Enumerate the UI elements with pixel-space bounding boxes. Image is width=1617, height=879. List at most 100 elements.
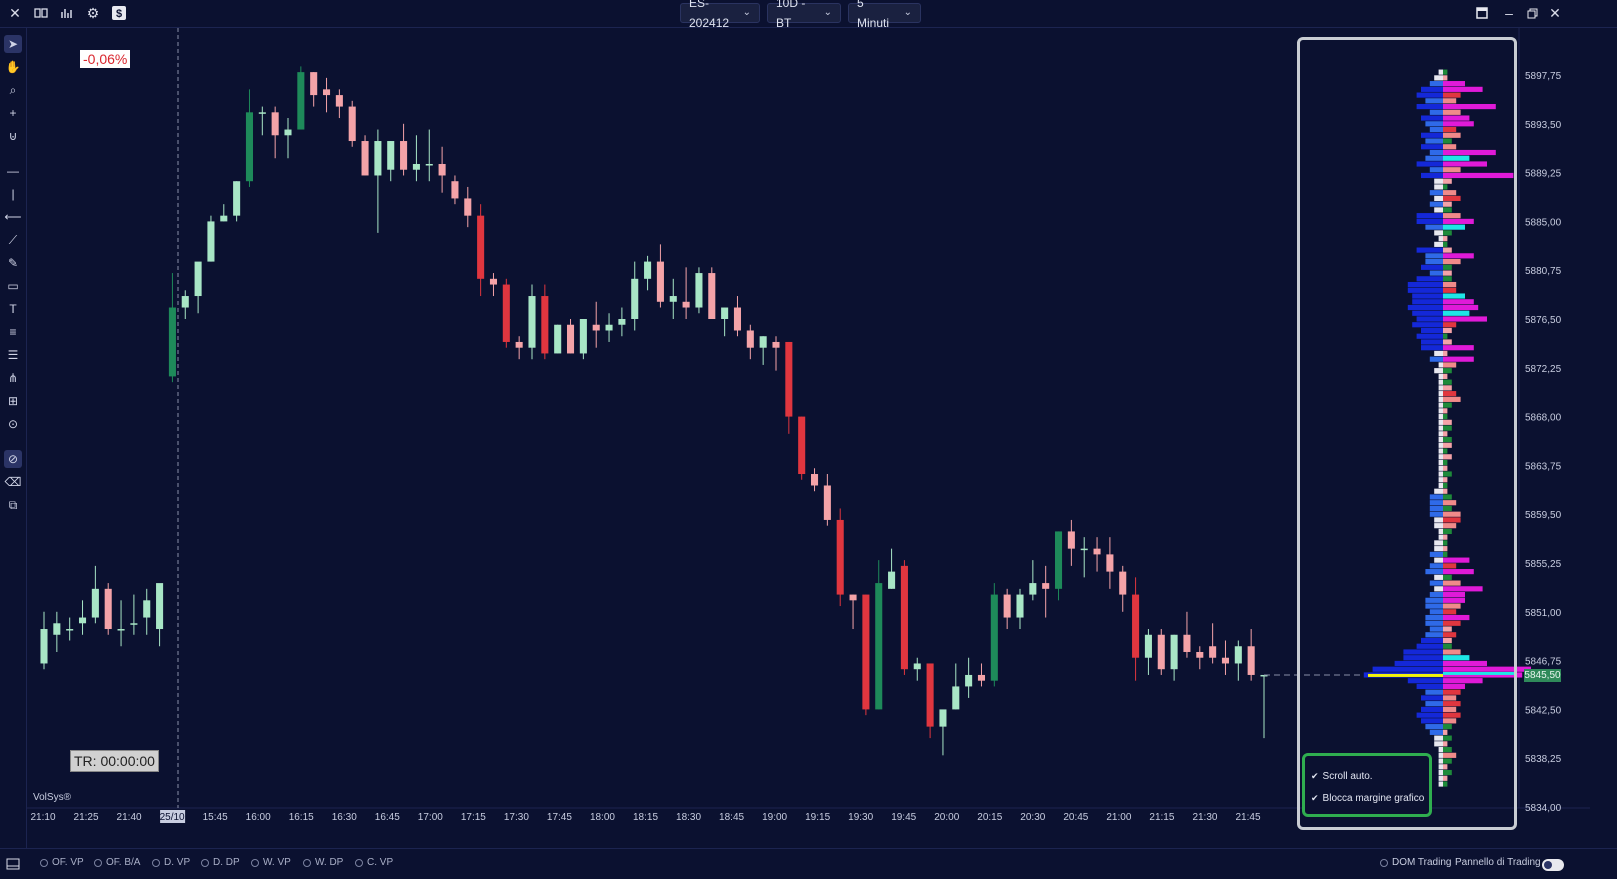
profile-ask-bar xyxy=(1443,144,1457,150)
profile-bid-bar xyxy=(1425,597,1443,603)
crosshair-icon[interactable]: + xyxy=(9,106,17,120)
profile-bid-bar xyxy=(1421,339,1443,345)
vertical-line-icon[interactable]: | xyxy=(11,187,15,201)
profile-ask-bar xyxy=(1443,655,1470,661)
pencil-icon[interactable]: ✎ xyxy=(7,256,19,270)
maximize-icon[interactable] xyxy=(1473,4,1491,22)
range-select[interactable]: 10D - BT ⌄ xyxy=(767,0,841,30)
x-tick-label: 19:00 xyxy=(762,812,787,823)
eraser-icon[interactable]: ⌫ xyxy=(4,475,22,489)
window-close-icon[interactable]: ✕ xyxy=(1549,4,1561,21)
layout-icon[interactable] xyxy=(32,4,50,22)
hand-icon[interactable]: ✋ xyxy=(5,60,21,74)
timeframe-select[interactable]: 5 Minuti ⌄ xyxy=(848,0,921,30)
fibonacci-icon[interactable]: ≡ xyxy=(9,325,17,339)
y-tick-label: 5846,75 xyxy=(1525,657,1562,668)
profile-ask-bar xyxy=(1443,339,1452,345)
profile-ask-bar xyxy=(1443,494,1452,500)
candle-body xyxy=(130,623,138,625)
cursor-icon[interactable]: ➤ xyxy=(4,35,22,53)
indicator-ofba[interactable]: OF. B/A xyxy=(94,857,140,868)
profile-bid-bar xyxy=(1407,304,1443,311)
layers-icon[interactable]: ⧉ xyxy=(8,497,18,512)
x-tick-label: 17:15 xyxy=(461,812,486,823)
restore-icon[interactable] xyxy=(1523,4,1541,22)
gear-icon[interactable]: ⚙ xyxy=(86,4,100,21)
indicator-wdp[interactable]: W. DP xyxy=(303,857,343,868)
profile-ask-bar xyxy=(1443,477,1448,483)
check-icon: ✔ xyxy=(1311,793,1319,803)
profile-ask-bar xyxy=(1443,69,1448,75)
profile-ask-bar xyxy=(1443,758,1452,764)
profile-bid-bar xyxy=(1434,517,1443,523)
profile-ask-bar xyxy=(1443,155,1470,161)
trading-panel-toggle[interactable] xyxy=(1542,859,1564,871)
profile-bid-bar xyxy=(1429,126,1443,133)
candle-body xyxy=(489,278,498,285)
chevron-down-icon: ⌄ xyxy=(823,7,832,18)
horizontal-line-icon[interactable]: — xyxy=(7,164,19,178)
lock-margin-option[interactable]: ✔ Blocca margine grafico xyxy=(1311,793,1424,804)
dom-trading-option[interactable]: DOM Trading xyxy=(1380,857,1451,868)
candle-body xyxy=(849,594,857,601)
channel-icon[interactable]: ☰ xyxy=(7,348,19,362)
profile-ask-bar xyxy=(1443,115,1470,121)
profile-ask-bar xyxy=(1443,614,1470,621)
profile-ask-bar xyxy=(1443,345,1474,351)
minimize-icon[interactable]: – xyxy=(1505,5,1513,21)
symbol-select[interactable]: ES-202412 ⌄ xyxy=(680,0,760,30)
profile-bid-bar xyxy=(1416,218,1443,224)
profile-ask-bar xyxy=(1443,276,1452,282)
close-icon[interactable]: ✕ xyxy=(9,4,21,21)
indicator-dvp[interactable]: D. VP xyxy=(152,857,190,868)
x-tick-label: 15:45 xyxy=(203,812,228,823)
candle-body xyxy=(297,72,305,130)
profile-bid-bar xyxy=(1425,724,1443,730)
profile-ask-bar xyxy=(1443,764,1448,770)
profile-ask-bar xyxy=(1443,396,1461,402)
panel-icon[interactable] xyxy=(4,855,22,873)
trend-line-icon[interactable]: ⟋ xyxy=(8,232,18,247)
profile-ask-bar xyxy=(1443,190,1457,196)
indicator-ofvp[interactable]: OF. VP xyxy=(40,857,84,868)
percent-change-label: -0,06% xyxy=(80,50,131,68)
profile-ask-bar xyxy=(1443,683,1465,690)
candle-body xyxy=(733,307,742,331)
candle-body xyxy=(990,594,998,681)
profile-ask-bar xyxy=(1443,304,1479,311)
profile-bid-bar xyxy=(1425,603,1443,609)
candle-body xyxy=(502,284,510,342)
candlestick-chart[interactable]: 5897,75 5893,50 5889,25 5885,00 5880,75 5876,… xyxy=(27,28,1590,848)
bar-chart-icon[interactable] xyxy=(58,4,76,22)
profile-ask-bar xyxy=(1443,459,1448,466)
magnet-icon[interactable]: ⊍ xyxy=(8,129,18,143)
rectangle-icon[interactable]: ▭ xyxy=(7,279,19,293)
alert-icon[interactable]: ⊙ xyxy=(7,417,19,431)
candle-body xyxy=(669,296,677,302)
indicator-ddp[interactable]: D. DP xyxy=(201,857,240,868)
candle-body xyxy=(412,163,420,170)
profile-ask-bar xyxy=(1443,310,1470,316)
candle-body xyxy=(1157,634,1165,670)
profile-ask-bar xyxy=(1443,632,1457,638)
profile-bid-bar xyxy=(1412,322,1443,328)
profile-bid-bar xyxy=(1434,75,1443,81)
pitchfork-icon[interactable]: ⋔ xyxy=(7,371,19,385)
profile-bid-bar xyxy=(1438,431,1443,437)
candle-body xyxy=(1003,594,1011,618)
x-tick-label: 21:25 xyxy=(74,812,99,823)
indicator-wvp[interactable]: W. VP xyxy=(251,857,291,868)
indicator-cvp[interactable]: C. VP xyxy=(355,857,393,868)
measure-icon[interactable]: ⊞ xyxy=(7,394,19,408)
text-icon[interactable]: T xyxy=(9,302,17,316)
range-label: 10D - BT xyxy=(776,0,806,30)
profile-bid-bar xyxy=(1429,511,1443,517)
profile-bid-bar xyxy=(1416,247,1443,253)
lock-icon[interactable]: ⊘ xyxy=(4,450,22,468)
zoom-icon[interactable]: ⌕ xyxy=(9,82,17,97)
dollar-icon[interactable]: $ xyxy=(110,4,128,22)
dom-trading-label: DOM Trading xyxy=(1392,857,1452,868)
candle-body xyxy=(53,623,61,635)
ray-icon[interactable]: ⟵ xyxy=(4,210,22,224)
scroll-auto-option[interactable]: ✔ Scroll auto. xyxy=(1311,771,1373,782)
